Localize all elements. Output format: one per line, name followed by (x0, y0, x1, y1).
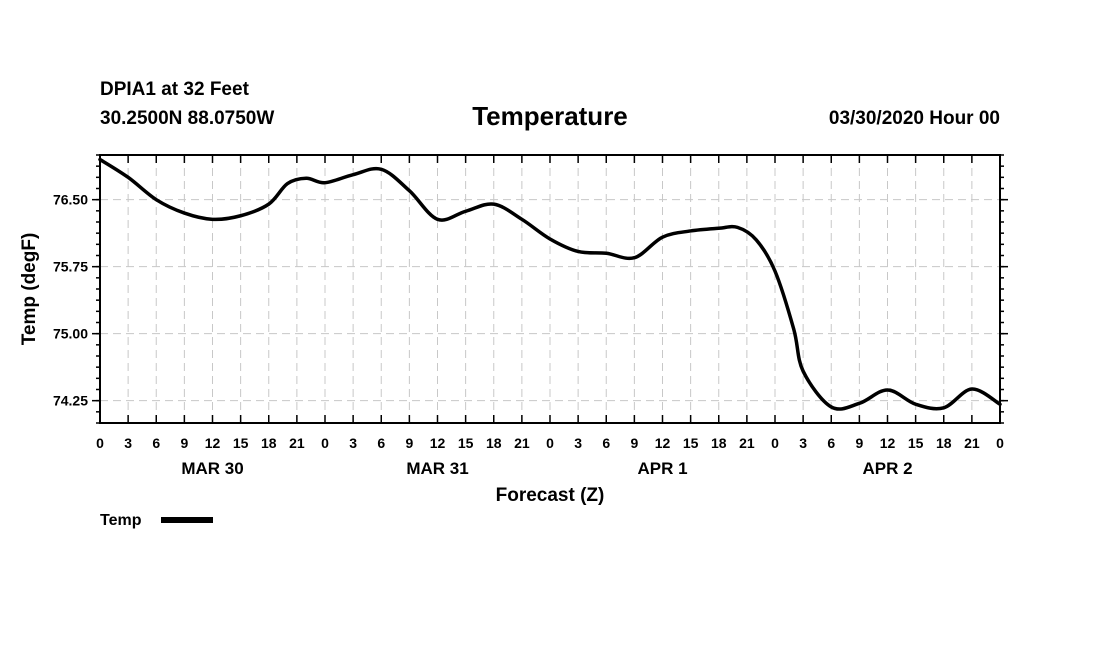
y-tick-label: 76.50 (53, 192, 88, 208)
legend: Temp (100, 512, 213, 529)
y-tick-labels: 74.25 75.00 75.75 76.50 (53, 192, 88, 409)
x-tick-label: 15 (683, 435, 699, 451)
x-tick-label: 12 (430, 435, 446, 451)
x-tick-label: 18 (486, 435, 502, 451)
x-tick-label: 15 (908, 435, 924, 451)
day-label: APR 2 (862, 459, 912, 478)
x-tick-label: 9 (180, 435, 188, 451)
day-label: APR 1 (637, 459, 687, 478)
day-labels: MAR 30 MAR 31 APR 1 APR 2 (181, 459, 912, 478)
grid-lines (100, 155, 1000, 423)
station-label: DPIA1 at 32 Feet (100, 79, 250, 100)
x-tick-label: 0 (996, 435, 1004, 451)
y-axis-title: Temp (degF) (19, 233, 40, 346)
y-tick-label: 75.00 (53, 326, 88, 342)
x-tick-label: 0 (771, 435, 779, 451)
axis-ticks (92, 154, 1008, 424)
x-tick-label: 6 (152, 435, 160, 451)
x-tick-label: 0 (96, 435, 104, 451)
x-tick-label: 9 (630, 435, 638, 451)
x-tick-label: 21 (739, 435, 755, 451)
x-tick-label: 3 (574, 435, 582, 451)
x-tick-label: 9 (405, 435, 413, 451)
x-tick-label: 6 (602, 435, 610, 451)
x-tick-label: 18 (261, 435, 277, 451)
legend-label: Temp (100, 512, 142, 529)
x-tick-label: 12 (205, 435, 221, 451)
x-tick-label: 3 (799, 435, 807, 451)
x-tick-label: 21 (514, 435, 530, 451)
x-tick-label: 3 (349, 435, 357, 451)
day-label: MAR 30 (181, 459, 243, 478)
x-tick-label: 0 (321, 435, 329, 451)
y-tick-label: 75.75 (53, 259, 88, 275)
x-tick-label: 18 (711, 435, 727, 451)
x-tick-label: 6 (827, 435, 835, 451)
x-tick-label: 9 (855, 435, 863, 451)
x-tick-labels: 0 3 6 9 12 15 18 21 0 3 6 9 12 15 18 21 0 3 6 9 12 15 18 21 0 3 6 9… (96, 435, 1004, 451)
location-label: 30.2500N 88.0750W (100, 108, 274, 129)
x-axis-title: Forecast (Z) (496, 485, 605, 506)
chart-title: Temperature (472, 101, 628, 131)
x-tick-label: 18 (936, 435, 952, 451)
x-tick-label: 15 (233, 435, 249, 451)
plot-series (98, 157, 1002, 411)
x-tick-label: 12 (880, 435, 896, 451)
series-line-temp (98, 157, 1002, 411)
x-tick-label: 3 (124, 435, 132, 451)
y-tick-label: 74.25 (53, 393, 88, 409)
issued-time-label: 03/30/2020 Hour 00 (829, 108, 1000, 129)
x-tick-label: 12 (655, 435, 671, 451)
x-tick-label: 21 (964, 435, 980, 451)
x-tick-label: 6 (377, 435, 385, 451)
x-tick-label: 21 (289, 435, 305, 451)
day-label: MAR 31 (406, 459, 468, 478)
x-tick-label: 15 (458, 435, 474, 451)
x-tick-label: 0 (546, 435, 554, 451)
